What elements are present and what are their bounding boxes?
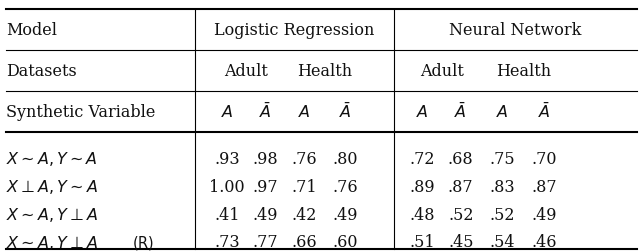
Text: .75: .75 — [490, 150, 515, 167]
Text: Health: Health — [496, 62, 551, 80]
Text: .49: .49 — [333, 206, 358, 223]
Text: .46: .46 — [531, 233, 557, 250]
Text: .42: .42 — [291, 206, 317, 223]
Text: .87: .87 — [448, 178, 474, 195]
Text: Adult: Adult — [420, 62, 463, 80]
Text: .52: .52 — [448, 206, 474, 223]
Text: Datasets: Datasets — [6, 62, 77, 80]
Text: .83: .83 — [490, 178, 515, 195]
Text: $\,\mathrm{(R)}$: $\,\mathrm{(R)}$ — [125, 233, 154, 251]
Text: $A$: $A$ — [416, 104, 429, 121]
Text: $X \sim A,Y\bot A$: $X \sim A,Y\bot A$ — [6, 233, 99, 251]
Text: .80: .80 — [333, 150, 358, 167]
Text: .89: .89 — [410, 178, 435, 195]
Text: .70: .70 — [531, 150, 557, 167]
Text: .51: .51 — [410, 233, 435, 250]
Text: .97: .97 — [253, 178, 278, 195]
Text: .77: .77 — [253, 233, 278, 250]
Text: $\bar{A}$: $\bar{A}$ — [538, 103, 550, 122]
Text: $\bar{A}$: $\bar{A}$ — [259, 103, 272, 122]
Text: .66: .66 — [291, 233, 317, 250]
Text: .76: .76 — [291, 150, 317, 167]
Text: Adult: Adult — [225, 62, 268, 80]
Text: .98: .98 — [253, 150, 278, 167]
Text: 1.00: 1.00 — [209, 178, 245, 195]
Text: .73: .73 — [214, 233, 240, 250]
Text: $X \sim A,Y\bot A$: $X \sim A,Y\bot A$ — [6, 205, 99, 223]
Text: $\bar{A}$: $\bar{A}$ — [454, 103, 467, 122]
Text: .68: .68 — [448, 150, 474, 167]
Text: .93: .93 — [214, 150, 240, 167]
Text: .52: .52 — [490, 206, 515, 223]
Text: .48: .48 — [410, 206, 435, 223]
Text: $A$: $A$ — [221, 104, 234, 121]
Text: Neural Network: Neural Network — [449, 22, 581, 39]
Text: .76: .76 — [333, 178, 358, 195]
Text: Logistic Regression: Logistic Regression — [214, 22, 374, 39]
Text: $\bar{A}$: $\bar{A}$ — [339, 103, 352, 122]
Text: $X \sim A,Y \sim A$: $X \sim A,Y \sim A$ — [6, 150, 98, 168]
Text: .54: .54 — [490, 233, 515, 250]
Text: .60: .60 — [333, 233, 358, 250]
Text: Synthetic Variable: Synthetic Variable — [6, 104, 156, 121]
Text: Model: Model — [6, 22, 58, 39]
Text: $X\bot A,Y \sim A$: $X\bot A,Y \sim A$ — [6, 177, 99, 196]
Text: .71: .71 — [291, 178, 317, 195]
Text: $A$: $A$ — [496, 104, 509, 121]
Text: Health: Health — [298, 62, 353, 80]
Text: .49: .49 — [531, 206, 557, 223]
Text: $A$: $A$ — [298, 104, 310, 121]
Text: .45: .45 — [448, 233, 474, 250]
Text: .49: .49 — [253, 206, 278, 223]
Text: .41: .41 — [214, 206, 240, 223]
Text: .87: .87 — [531, 178, 557, 195]
Text: .72: .72 — [410, 150, 435, 167]
